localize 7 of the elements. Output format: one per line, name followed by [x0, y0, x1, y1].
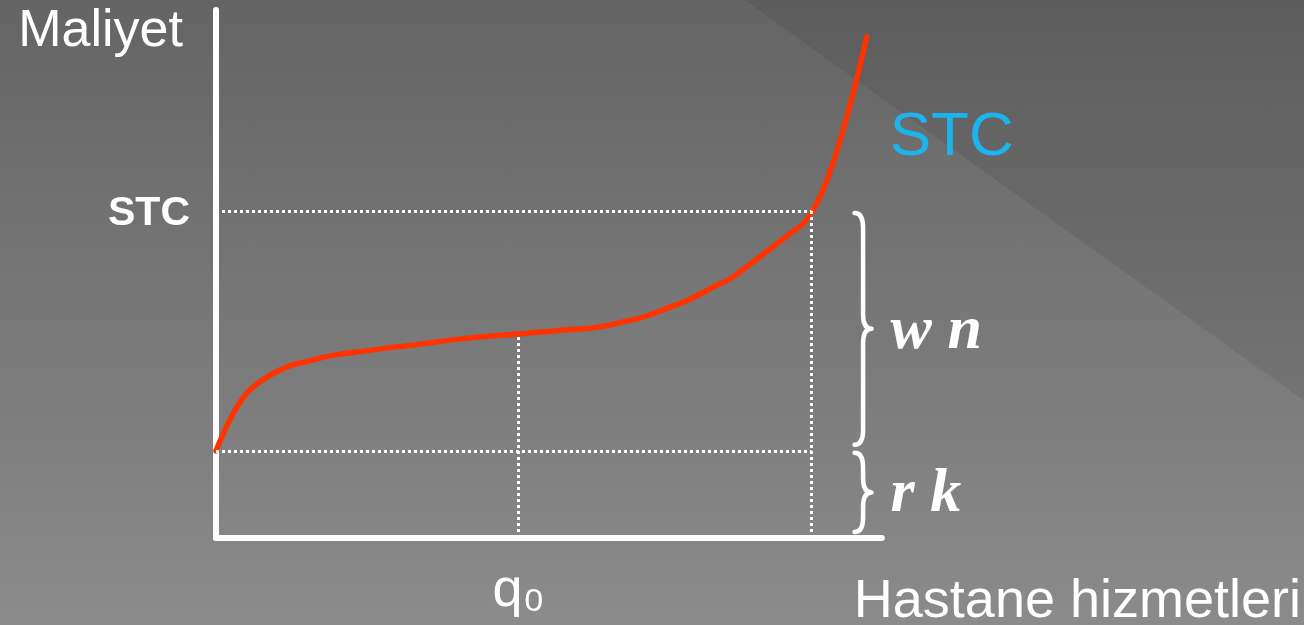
annotation: q₀ — [492, 557, 545, 617]
x-axis-title: Hastane hizmetleri — [853, 568, 1301, 625]
series-label: STC — [889, 98, 1014, 168]
y-axis-title: Maliyet — [18, 0, 184, 57]
ref-line-label: STC — [108, 187, 190, 234]
text: w n — [890, 292, 982, 361]
text: r k — [890, 456, 962, 525]
